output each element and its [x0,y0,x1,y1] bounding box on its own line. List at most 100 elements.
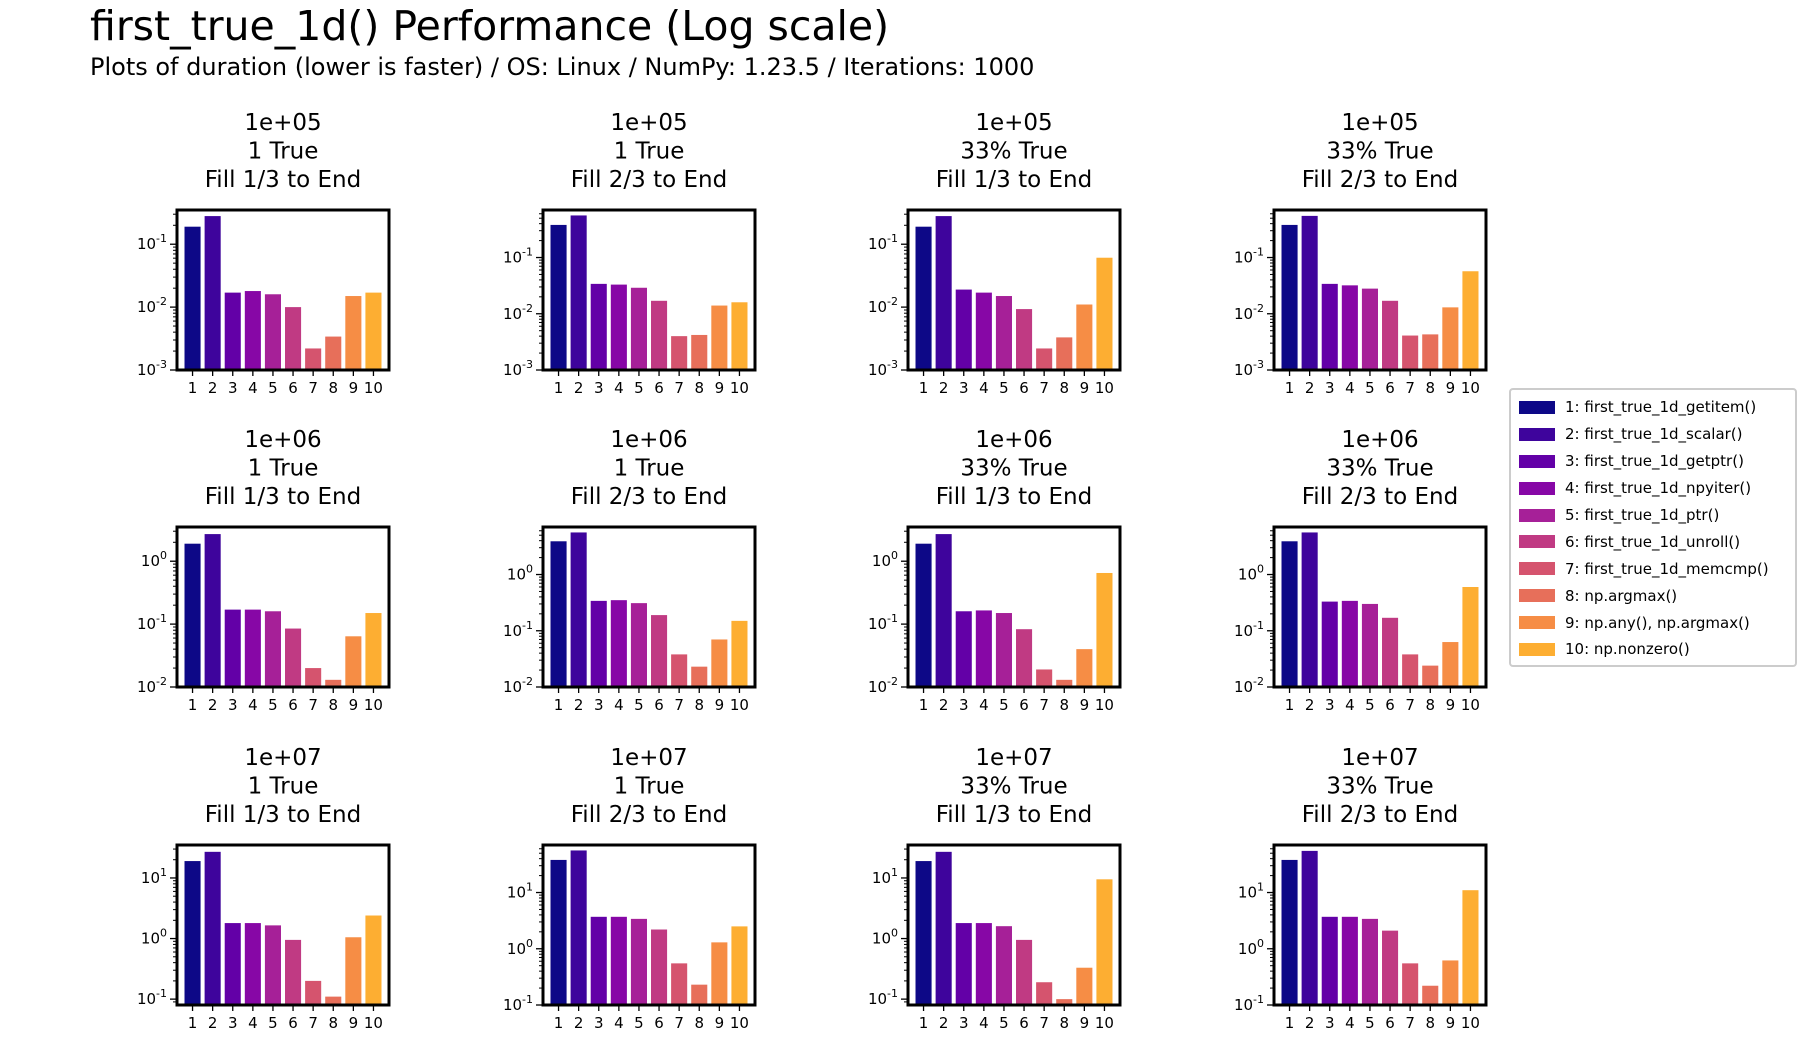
x-tick-label: 3 [1325,696,1335,714]
bar [1096,879,1113,1005]
x-tick-label: 2 [1305,379,1315,397]
legend-item: 10: np.nonzero() [1511,636,1795,663]
x-tick-label: 6 [654,1014,664,1032]
legend-item: 6: first_true_1d_unroll() [1511,528,1795,555]
bar [711,639,728,687]
y-tick-label: 10-1 [1234,993,1264,1014]
axes-frame [175,208,391,372]
subplot-title-line: 1e+06 [610,427,687,453]
x-tick-label: 5 [268,1014,278,1032]
subplot-title-line: Fill 1/3 to End [936,484,1092,510]
bar [244,609,261,687]
subplot-title-line: 1e+07 [975,745,1052,771]
legend-label: 5: first_true_1d_ptr() [1565,506,1720,524]
bar [550,859,567,1005]
legend-label: 10: np.nonzero() [1565,640,1690,659]
x-tick-label: 5 [268,379,278,397]
bar [285,628,302,687]
bar [1016,309,1033,370]
bar [285,939,302,1005]
chart-main-title: first_true_1d() Performance (Log scale) [90,2,890,50]
y-tick-label: 10-1 [137,987,167,1008]
subplot-title-line: 1e+06 [1341,427,1418,453]
bar [244,291,261,370]
bar [1056,999,1073,1005]
axes-frame [906,843,1122,1007]
bar [630,603,647,687]
legend-swatch [1519,481,1555,495]
bar [651,929,668,1005]
x-tick-label: 2 [208,1014,218,1032]
x-tick-label: 2 [1305,1014,1315,1032]
legend-label: 9: np.any(), np.argmax() [1565,613,1750,632]
x-tick-label: 8 [1059,1014,1069,1032]
bar [1036,669,1053,687]
bar [345,636,362,687]
bar [1321,916,1338,1005]
legend-swatch [1519,400,1555,414]
bar [955,923,972,1005]
y-tick-label: 10-1 [868,612,898,633]
x-tick-label: 5 [999,696,1009,714]
y-tick-label: 10-1 [868,987,898,1008]
y-tick-label: 10-3 [137,358,167,379]
x-tick-label: 3 [959,379,969,397]
x-tick-label: 3 [959,696,969,714]
bar [1442,642,1459,687]
x-tick-label: 7 [674,1014,684,1032]
subplot-title-line: 1 True [614,139,685,165]
x-tick-label: 5 [1365,379,1375,397]
x-tick-label: 5 [1365,696,1375,714]
subplot-title-line: 33% True [1326,774,1433,800]
x-tick-label: 4 [614,379,624,397]
x-tick-label: 6 [654,696,664,714]
x-tick-label: 3 [594,696,604,714]
subplot-title-line: 1e+07 [244,745,321,771]
x-tick-label: 5 [999,379,1009,397]
bar [1016,629,1033,687]
x-tick-label: 10 [1095,379,1114,397]
x-tick-label: 6 [288,379,298,397]
x-tick-label: 1 [1285,1014,1295,1032]
y-tick-label: 101 [1238,881,1264,902]
bar [204,851,221,1005]
subplot-title-line: 1 True [614,774,685,800]
x-tick-label: 3 [1325,379,1335,397]
x-tick-label: 6 [1385,696,1395,714]
bar [1442,960,1459,1005]
bar [731,620,748,687]
bar [1361,288,1378,370]
bar [365,292,382,370]
bar [1036,348,1053,370]
x-tick-label: 9 [1446,696,1456,714]
x-tick-label: 3 [228,379,238,397]
legend-item: 4: first_true_1d_npyiter() [1511,475,1795,502]
legend-item: 9: np.any(), np.argmax() [1511,609,1795,636]
bar [995,613,1012,687]
y-tick-label: 10-1 [868,232,898,253]
subplot-title-line: Fill 2/3 to End [571,484,727,510]
x-tick-label: 6 [288,1014,298,1032]
subplot-title-line: Fill 1/3 to End [205,167,361,193]
x-tick-label: 10 [364,379,383,397]
bar [671,654,688,687]
subplot-title-line: Fill 2/3 to End [1302,484,1458,510]
x-tick-label: 10 [730,696,749,714]
x-tick-label: 7 [1405,696,1415,714]
y-tick-label: 10-2 [1234,302,1264,323]
bar [1076,304,1093,370]
y-tick-label: 10-2 [503,302,533,323]
x-tick-label: 4 [1345,379,1355,397]
bar [345,937,362,1005]
x-tick-label: 8 [1425,379,1435,397]
bar [1402,963,1419,1005]
bar [1402,335,1419,370]
subplot-title-line: 1 True [248,456,319,482]
legend-label: 7: first_true_1d_memcmp() [1565,559,1769,578]
x-tick-label: 2 [939,379,949,397]
subplot-title-line: Fill 2/3 to End [571,167,727,193]
subplot-title-line: 1 True [248,774,319,800]
